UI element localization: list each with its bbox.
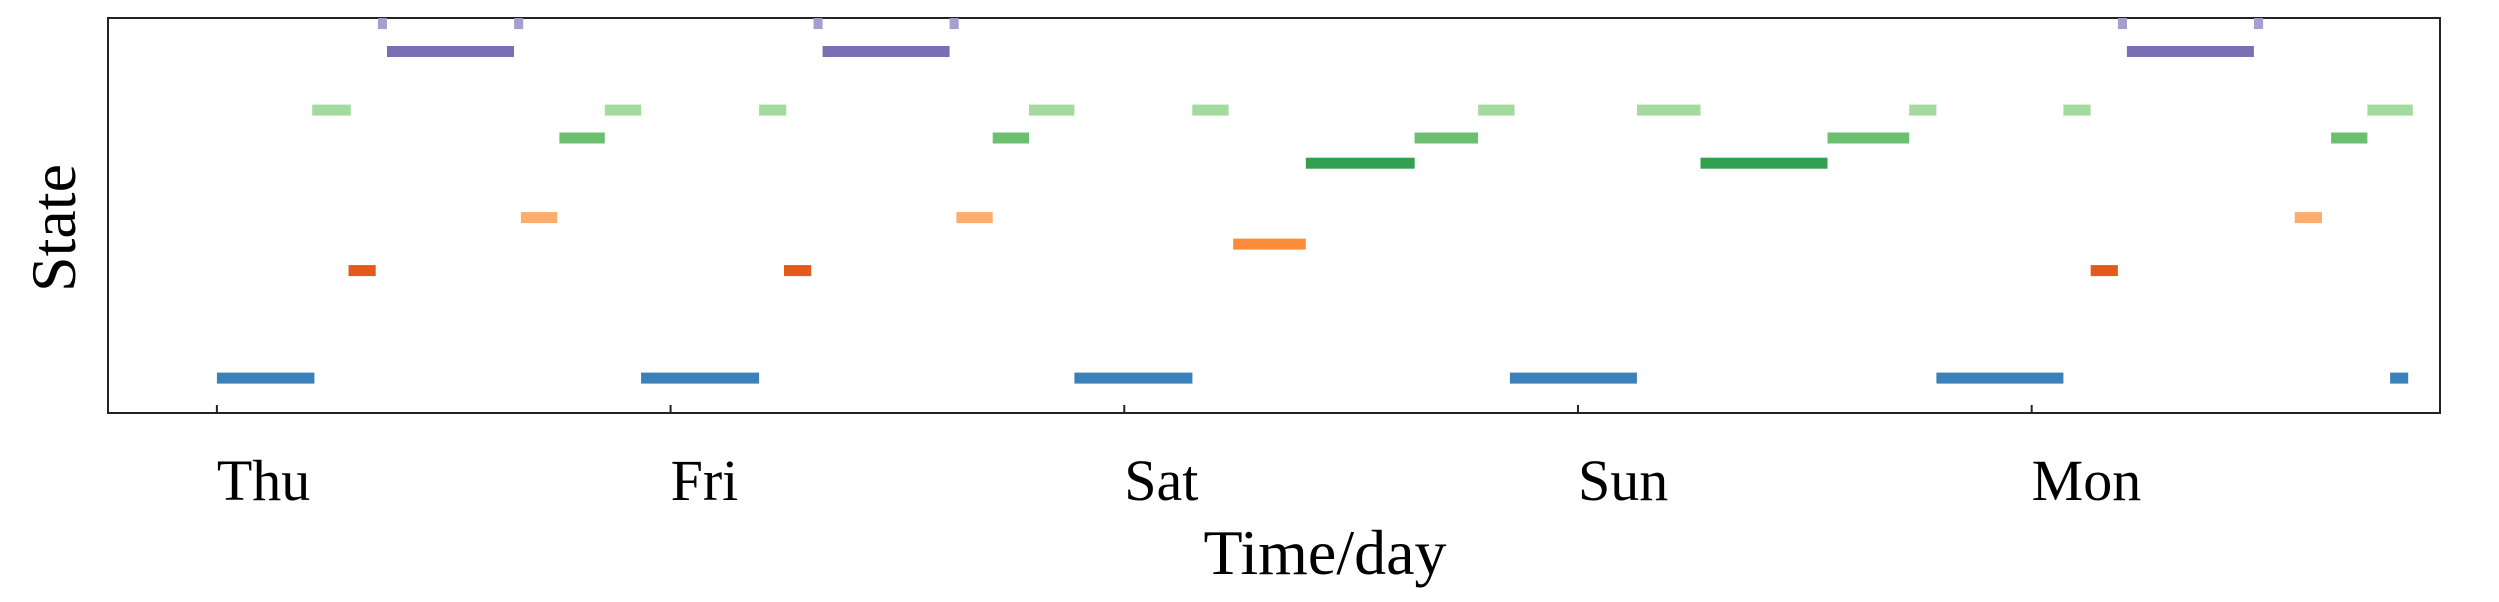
state-segment-29 xyxy=(2367,104,2413,116)
segments-layer xyxy=(216,18,2413,384)
state-segment-8 xyxy=(2090,265,2118,277)
state-segment-12 xyxy=(2294,212,2322,224)
ticks-layer: Thu Fri Sat Sun Mon xyxy=(215,405,2142,513)
state-segment-30 xyxy=(387,46,514,57)
state-segment-38 xyxy=(2254,18,2264,30)
state-segment-28 xyxy=(2063,104,2091,116)
state-segment-19 xyxy=(2331,132,2368,144)
state-segment-9 xyxy=(1233,238,1306,250)
x-tick-label-fri: Fri xyxy=(671,448,739,513)
state-segment-2 xyxy=(1074,372,1193,384)
state-segment-36 xyxy=(949,18,959,30)
state-segment-37 xyxy=(2117,18,2127,30)
state-segment-16 xyxy=(992,132,1029,144)
state-segment-21 xyxy=(604,104,642,116)
x-axis-label: Time/day xyxy=(1204,517,1447,588)
state-segment-0 xyxy=(216,372,315,384)
state-segment-5 xyxy=(2390,372,2409,384)
state-segment-20 xyxy=(312,104,351,116)
state-segment-25 xyxy=(1478,104,1515,116)
state-segment-31 xyxy=(822,46,950,57)
state-segment-35 xyxy=(813,18,823,30)
state-segment-10 xyxy=(520,212,558,224)
state-segment-4 xyxy=(1936,372,2064,384)
x-tick-label-mon: Mon xyxy=(2032,448,2142,513)
y-axis-label: State xyxy=(18,164,89,292)
x-tick-label-thu: Thu xyxy=(217,448,310,513)
state-segment-14 xyxy=(1700,157,1828,169)
state-segment-26 xyxy=(1637,104,1701,116)
plot-frame xyxy=(107,17,2441,414)
state-segment-7 xyxy=(784,265,812,277)
state-segment-15 xyxy=(559,132,605,144)
state-segment-27 xyxy=(1909,104,1937,116)
state-segment-11 xyxy=(956,212,993,224)
x-tick-label-sun: Sun xyxy=(1578,448,1668,513)
state-segment-34 xyxy=(514,18,524,30)
state-segment-22 xyxy=(759,104,787,116)
state-segment-24 xyxy=(1192,104,1229,116)
state-segment-33 xyxy=(377,18,387,30)
state-segment-32 xyxy=(2126,46,2254,57)
state-segment-23 xyxy=(1029,104,1075,116)
state-segment-3 xyxy=(1509,372,1637,384)
state-segment-6 xyxy=(348,265,376,277)
x-tick-label-sat: Sat xyxy=(1124,448,1198,513)
state-segment-17 xyxy=(1414,132,1479,144)
state-segment-18 xyxy=(1827,132,1910,144)
state-segment-13 xyxy=(1305,157,1415,169)
state-segment-1 xyxy=(641,372,760,384)
